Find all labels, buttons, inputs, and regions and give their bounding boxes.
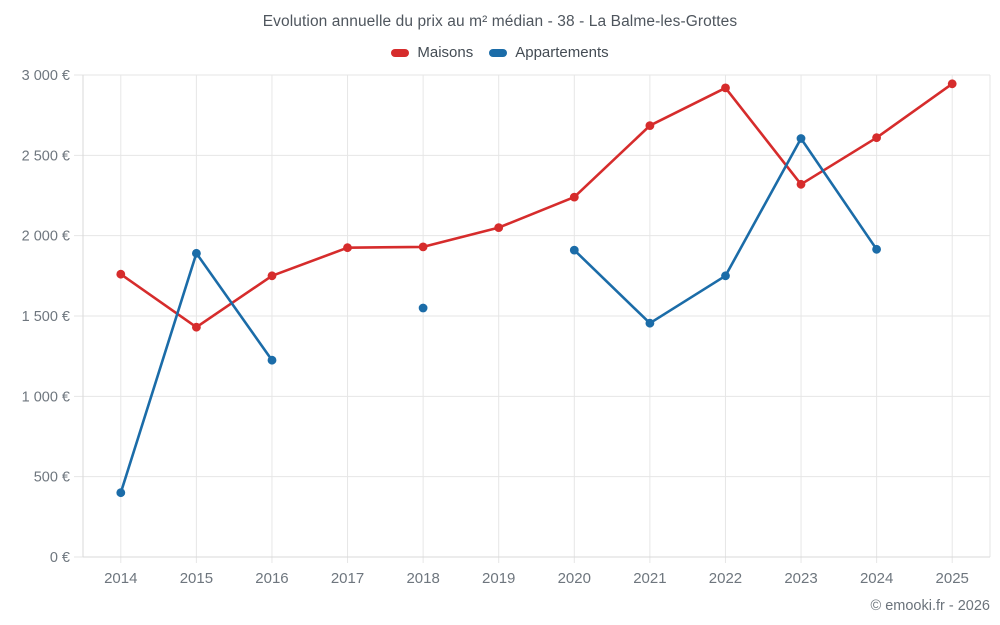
x-tick-label: 2025 [936, 570, 969, 587]
series-maisons [116, 79, 957, 332]
legend-label-appartements: Appartements [515, 44, 609, 61]
x-tick-label: 2014 [104, 570, 137, 587]
chart-title: Evolution annuelle du prix au m² médian … [262, 13, 738, 30]
y-tick-label: 2 000 € [22, 229, 70, 245]
x-tick-label: 2023 [784, 570, 817, 587]
data-point-maisons-2021[interactable] [645, 121, 655, 130]
legend-item-appartements[interactable]: Appartements [489, 44, 609, 61]
data-point-appartements-2018[interactable] [418, 303, 428, 313]
data-point-maisons-2018[interactable] [418, 242, 428, 252]
series-line-maisons [119, 82, 954, 329]
data-point-appartements-2022[interactable] [721, 271, 730, 281]
y-tick-label: 500 € [34, 470, 70, 486]
copyright-footer: © emooki.fr - 2026 [870, 598, 990, 614]
data-point-maisons-2020[interactable] [569, 192, 579, 202]
series-appartements [116, 134, 881, 498]
data-point-appartements-2024[interactable] [872, 244, 881, 254]
data-point-maisons-2017[interactable] [343, 243, 352, 253]
legend-swatch-maisons [391, 48, 410, 57]
x-tick-label: 2015 [180, 570, 213, 587]
data-point-maisons-2024[interactable] [872, 133, 881, 143]
data-point-appartements-2023[interactable] [796, 134, 806, 143]
x-tick-label: 2016 [255, 570, 288, 587]
x-tick-label: 2024 [860, 570, 893, 587]
x-tick-label: 2022 [709, 570, 742, 587]
data-point-maisons-2025[interactable] [947, 79, 957, 89]
chart-legend: Maisons Appartements [0, 44, 1000, 61]
data-point-appartements-2014[interactable] [116, 488, 126, 498]
legend-swatch-appartements [489, 48, 508, 57]
data-point-appartements-2016[interactable] [267, 355, 277, 365]
data-point-maisons-2022[interactable] [721, 83, 730, 93]
data-point-appartements-2015[interactable] [192, 248, 201, 258]
data-point-maisons-2023[interactable] [796, 179, 806, 189]
y-tick-label: 1 000 € [22, 389, 70, 405]
x-tick-label: 2017 [331, 570, 364, 587]
data-point-appartements-2020[interactable] [569, 245, 579, 255]
y-tick-label: 2 500 € [22, 148, 70, 164]
x-tick-label: 2021 [633, 570, 666, 587]
x-tick-label: 2020 [558, 570, 591, 587]
data-point-maisons-2019[interactable] [494, 223, 504, 233]
data-point-maisons-2014[interactable] [116, 269, 126, 279]
x-tick-label: 2019 [482, 570, 515, 587]
y-tick-label: 1 500 € [22, 309, 70, 325]
y-tick-label: 3 000 € [22, 68, 70, 84]
data-point-maisons-2016[interactable] [267, 271, 277, 281]
legend-label-maisons: Maisons [417, 44, 474, 61]
grid: 0 € 500 € 1 000 € 1 500 € 2 000 € 2 500 € 3 00… [22, 68, 991, 587]
legend-item-maisons[interactable]: Maisons [391, 44, 473, 61]
data-point-maisons-2015[interactable] [192, 322, 201, 332]
y-tick-label: 0 € [50, 550, 70, 566]
data-point-appartements-2021[interactable] [645, 318, 655, 328]
x-tick-label: 2018 [406, 570, 439, 587]
